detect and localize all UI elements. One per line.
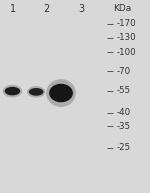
Text: 2: 2 <box>43 4 50 14</box>
Ellipse shape <box>27 86 45 98</box>
Ellipse shape <box>3 85 22 97</box>
Text: -25: -25 <box>117 143 131 152</box>
Text: -170: -170 <box>117 19 136 28</box>
Text: KDa: KDa <box>113 4 132 13</box>
Ellipse shape <box>29 88 44 96</box>
Text: 3: 3 <box>78 4 84 14</box>
Ellipse shape <box>5 87 20 95</box>
Text: -55: -55 <box>117 86 131 95</box>
Ellipse shape <box>49 84 73 102</box>
Text: 1: 1 <box>11 4 16 14</box>
Text: -40: -40 <box>117 108 131 117</box>
Text: -70: -70 <box>117 67 131 76</box>
Text: -100: -100 <box>117 48 136 57</box>
Text: -35: -35 <box>117 122 131 131</box>
Text: -130: -130 <box>117 33 136 42</box>
Ellipse shape <box>46 79 76 107</box>
